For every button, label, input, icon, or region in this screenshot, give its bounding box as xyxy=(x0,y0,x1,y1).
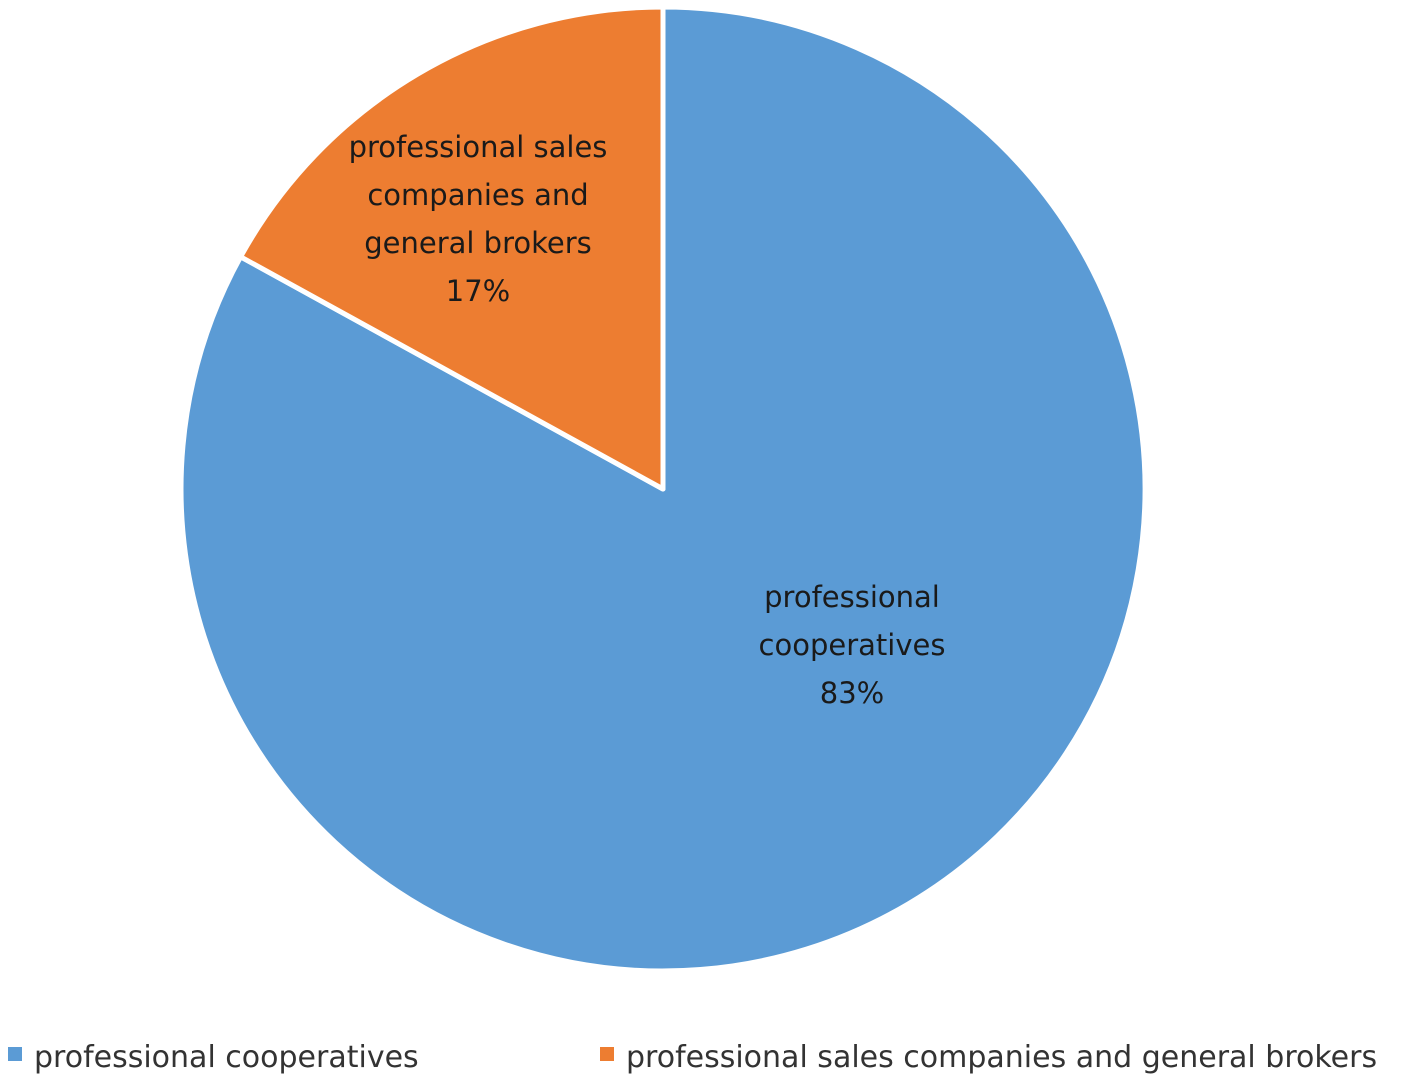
legend-label-1: professional cooperatives xyxy=(34,1040,419,1075)
slices-layer xyxy=(178,4,1148,974)
data-label-2-line-4: 17% xyxy=(446,274,510,308)
data-label-2-line-1: professional sales xyxy=(349,130,608,164)
data-labels-layer: professional cooperatives 83% professional … xyxy=(349,130,946,710)
data-label-1: professional cooperatives 83% xyxy=(759,580,946,710)
data-label-1-line-2: cooperatives xyxy=(759,628,946,662)
legend: professional cooperatives professional sa… xyxy=(8,1040,1377,1075)
data-label-1-line-3: 83% xyxy=(820,676,884,710)
data-label-2-line-2: companies and xyxy=(367,178,588,212)
data-label-2: professional sales companies and general b… xyxy=(349,130,608,308)
legend-swatch-2 xyxy=(600,1047,614,1061)
legend-item-2: professional sales companies and general… xyxy=(600,1040,1377,1075)
legend-item-1: professional cooperatives xyxy=(8,1040,419,1075)
data-label-2-line-3: general brokers xyxy=(364,226,592,260)
legend-label-2: professional sales companies and general… xyxy=(626,1040,1377,1075)
data-label-1-line-1: professional xyxy=(764,580,940,614)
legend-swatch-1 xyxy=(8,1047,22,1061)
pie-slice-2 xyxy=(238,4,666,492)
